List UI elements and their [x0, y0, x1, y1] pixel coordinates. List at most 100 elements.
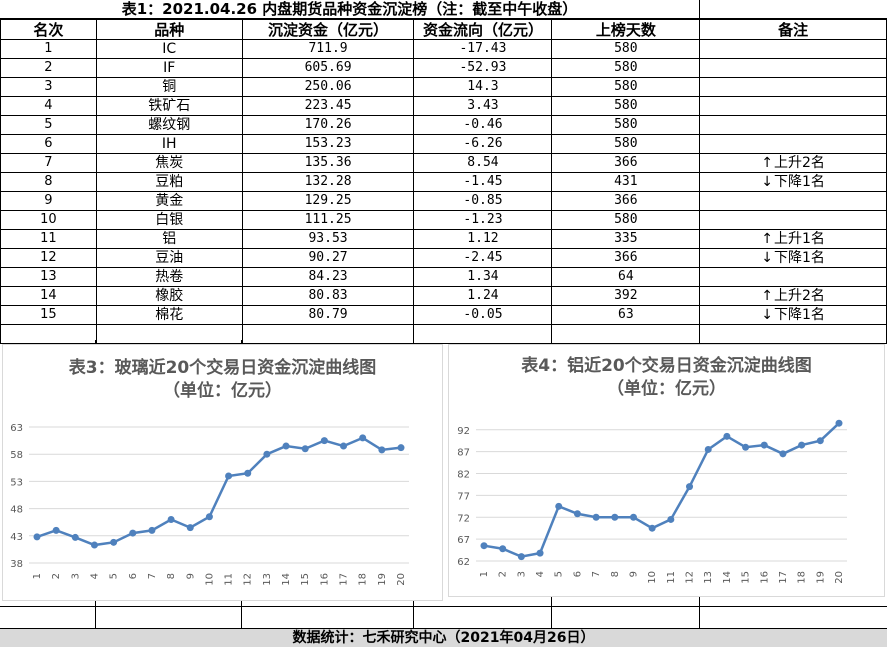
- arrow-up-icon: ↑: [761, 288, 774, 304]
- cell-days: 366: [551, 248, 701, 268]
- data-point: [667, 515, 675, 523]
- table-row: 7 焦炭 135.36 8.54 366 ↑ 上升2名: [0, 153, 887, 173]
- arrow-down-icon: ↓: [761, 250, 774, 266]
- data-point: [52, 526, 60, 534]
- header-flow: 资金流向（亿元）: [413, 19, 553, 40]
- cell-note: ↑ 上升2名: [699, 286, 887, 306]
- y-tick-label: 92: [457, 426, 470, 437]
- cell-days: 580: [551, 115, 701, 135]
- chart-area: 表3：玻璃近20个交易日资金沉淀曲线图 （单位：亿元） 38 43 48 53 58 63…: [0, 340, 887, 647]
- cell-rank: 2: [0, 58, 97, 78]
- x-tick-label: 3: [70, 573, 81, 579]
- table-header-row: 名次 品种 沉淀资金（亿元） 资金流向（亿元） 上榜天数 备注: [0, 19, 887, 40]
- data-point: [480, 542, 488, 550]
- table-row: 5 螺纹钢 170.26 -0.46 580: [0, 115, 887, 135]
- cell-note: [699, 191, 887, 211]
- arrow-down-icon: ↓: [761, 307, 774, 323]
- cell-note: [699, 210, 887, 230]
- x-tick-label: 13: [262, 573, 273, 586]
- arrow-down-icon: ↓: [761, 174, 774, 190]
- x-tick-label: 17: [339, 573, 350, 586]
- y-tick-label: 58: [10, 450, 23, 461]
- cell-fund: 80.79: [241, 305, 415, 325]
- cell-days: 64: [551, 267, 701, 287]
- cell-fund: 153.23: [241, 134, 415, 154]
- cell-flow: -6.26: [413, 134, 553, 154]
- x-tick-label: 19: [815, 571, 826, 584]
- cell-flow: -17.43: [413, 39, 553, 59]
- cell-fund: 111.25: [241, 210, 415, 230]
- cell-rank: 5: [0, 115, 97, 135]
- data-point: [779, 450, 787, 458]
- data-point: [629, 513, 637, 521]
- x-tick-label: 12: [243, 573, 254, 586]
- x-tick-label: 20: [834, 571, 845, 584]
- cell-fund: 605.69: [241, 58, 415, 78]
- data-point: [359, 434, 367, 442]
- aluminum-chart-card: 表4：铝近20个交易日资金沉淀曲线图 （单位：亿元） 62 67 72 77 82 87 9…: [448, 344, 885, 597]
- cell-fund: 170.26: [241, 115, 415, 135]
- data-point: [798, 441, 806, 449]
- cell-fund: 711.9: [241, 39, 415, 59]
- y-tick-label: 48: [10, 505, 23, 516]
- arrow-up-icon: ↑: [761, 231, 774, 247]
- cell-days: 335: [551, 229, 701, 249]
- cell-rank: 9: [0, 191, 97, 211]
- table-row: 11 铝 93.53 1.12 335 ↑ 上升1名: [0, 229, 887, 249]
- y-tick-label: 67: [457, 535, 470, 546]
- table-row: 1 IC 711.9 -17.43 580: [0, 39, 887, 59]
- y-tick-label: 38: [10, 559, 23, 570]
- x-tick-label: 8: [166, 573, 177, 579]
- cell-flow: -0.05: [413, 305, 553, 325]
- cell-note: [699, 267, 887, 287]
- data-point: [648, 524, 656, 532]
- cell-flow: -52.93: [413, 58, 553, 78]
- cell-days: 63: [551, 305, 701, 325]
- x-tick-label: 10: [204, 573, 215, 586]
- cell-name: 热卷: [95, 267, 243, 287]
- table-row: 3 铜 250.06 14.3 580: [0, 77, 887, 97]
- cell-rank: 12: [0, 248, 97, 268]
- glass-chart-title: 表3：玻璃近20个交易日资金沉淀曲线图: [68, 358, 377, 378]
- cell-name: IH: [95, 134, 243, 154]
- cell-days: 580: [551, 210, 701, 230]
- x-tick-label: 15: [300, 573, 311, 586]
- cell-name: 棉花: [95, 305, 243, 325]
- x-tick-label: 10: [647, 571, 658, 584]
- x-tick-label: 16: [759, 571, 770, 584]
- cell-flow: 1.12: [413, 229, 553, 249]
- table-row: 8 豆粕 132.28 -1.45 431 ↓ 下降1名: [0, 172, 887, 192]
- cell-days: 392: [551, 286, 701, 306]
- cell-name: 豆油: [95, 248, 243, 268]
- cell-note: ↑ 上升2名: [699, 153, 887, 173]
- cell-name: IC: [95, 39, 243, 59]
- x-tick-label: 14: [722, 571, 733, 584]
- x-tick-label: 11: [224, 573, 235, 586]
- x-tick-label: 17: [778, 571, 789, 584]
- grid-line: [0, 606, 887, 607]
- blank-cell: [413, 324, 553, 344]
- cell-name: 铝: [95, 229, 243, 249]
- data-point: [760, 441, 768, 449]
- cell-fund: 90.27: [241, 248, 415, 268]
- cell-name: IF: [95, 58, 243, 78]
- data-point: [555, 502, 563, 510]
- cell-days: 366: [551, 153, 701, 173]
- data-point: [71, 533, 79, 541]
- y-tick-label: 62: [457, 557, 470, 568]
- data-point: [282, 442, 290, 450]
- cell-flow: -0.85: [413, 191, 553, 211]
- x-tick-label: 13: [703, 571, 714, 584]
- cell-rank: 13: [0, 267, 97, 287]
- cell-rank: 14: [0, 286, 97, 306]
- cell-note: [699, 39, 887, 59]
- table-row: 2 IF 605.69 -52.93 580: [0, 58, 887, 78]
- cell-rank: 4: [0, 96, 97, 116]
- data-point: [723, 432, 731, 440]
- cell-rank: 6: [0, 134, 97, 154]
- cell-fund: 250.06: [241, 77, 415, 97]
- table-row: 13 热卷 84.23 1.34 64: [0, 267, 887, 287]
- table-row: 14 橡胶 80.83 1.24 392 ↑ 上升2名: [0, 286, 887, 306]
